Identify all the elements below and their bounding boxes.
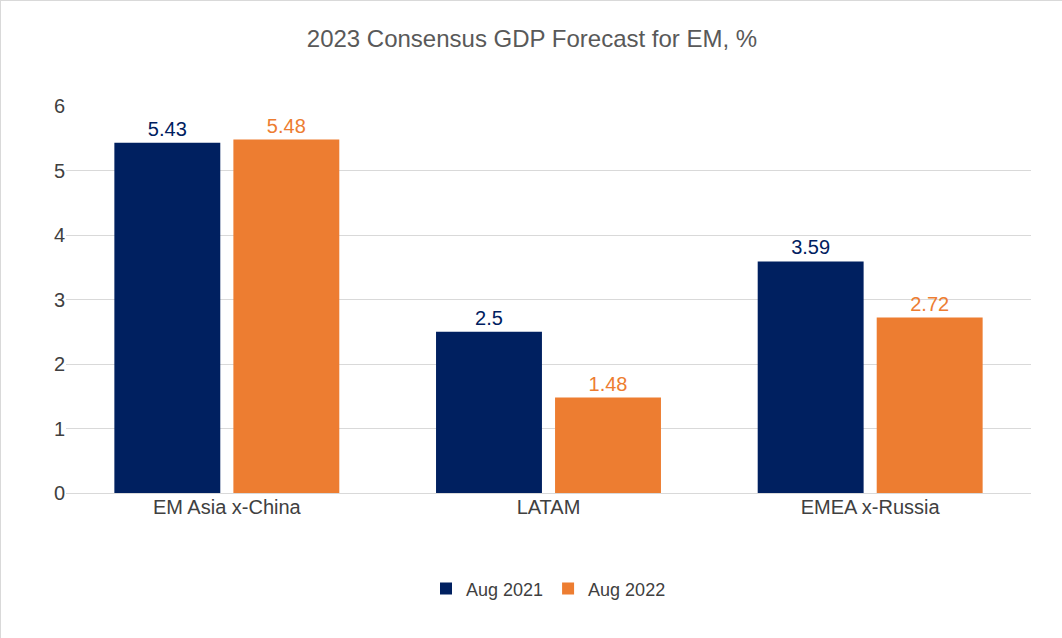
svg-text:EMEA x-Russia: EMEA x-Russia xyxy=(801,496,941,518)
svg-text:6: 6 xyxy=(54,95,65,117)
svg-text:1.48: 1.48 xyxy=(589,373,628,395)
svg-text:2.72: 2.72 xyxy=(910,293,949,315)
svg-text:LATAM: LATAM xyxy=(517,496,581,518)
svg-text:Aug 2022: Aug 2022 xyxy=(588,580,665,600)
svg-text:5.43: 5.43 xyxy=(148,118,187,140)
svg-text:1: 1 xyxy=(54,418,65,440)
svg-text:3: 3 xyxy=(54,289,65,311)
svg-text:EM Asia x-China: EM Asia x-China xyxy=(153,496,302,518)
svg-text:5.48: 5.48 xyxy=(267,115,306,137)
svg-text:2023 Consensus GDP Forecast fo: 2023 Consensus GDP Forecast for EM, % xyxy=(307,25,757,52)
svg-text:0: 0 xyxy=(54,482,65,504)
svg-text:2.5: 2.5 xyxy=(475,307,503,329)
svg-text:Aug 2021: Aug 2021 xyxy=(466,580,543,600)
svg-text:2: 2 xyxy=(54,353,65,375)
svg-text:4: 4 xyxy=(54,224,65,246)
svg-text:5: 5 xyxy=(54,160,65,182)
svg-text:3.59: 3.59 xyxy=(791,236,830,258)
